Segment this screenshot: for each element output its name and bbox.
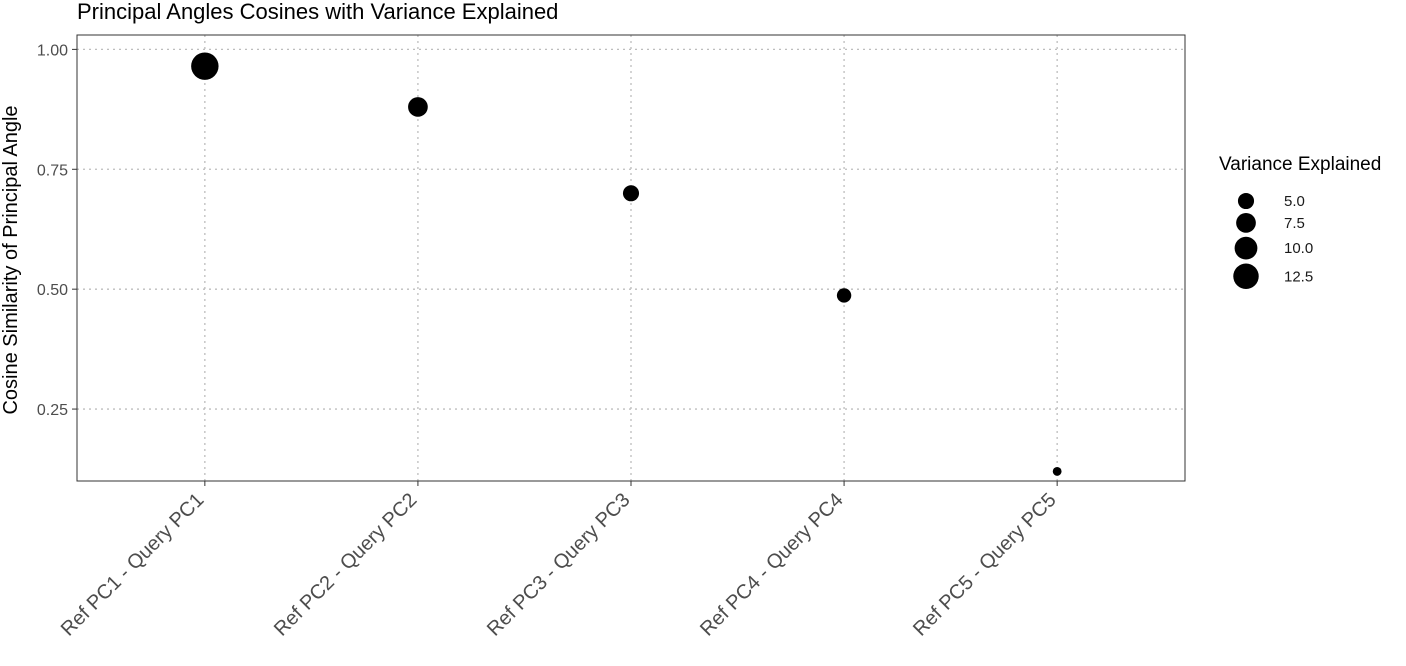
x-tick-label: Ref PC5 - Query PC5: [909, 489, 1061, 641]
data-point: [408, 97, 428, 117]
legend-label: 12.5: [1284, 268, 1313, 285]
x-tick-label: Ref PC3 - Query PC3: [483, 489, 635, 641]
y-tick-label: 0.75: [37, 162, 68, 179]
data-point: [191, 52, 219, 80]
legend-key: [1236, 213, 1256, 233]
x-tick-label: Ref PC4 - Query PC4: [696, 489, 848, 641]
grid: [77, 35, 1185, 481]
x-axis: Ref PC1 - Query PC1 Ref PC2 - Query PC2 Re…: [57, 481, 1061, 641]
chart-title: Principal Angles Cosines with Variance E…: [77, 0, 558, 24]
y-axis: 0.25 0.50 0.75 1.00: [37, 42, 77, 419]
legend-label: 10.0: [1284, 240, 1313, 257]
y-axis-label: Cosine Similarity of Principal Angle: [0, 105, 22, 414]
legend-label: 7.5: [1284, 215, 1305, 232]
legend: Variance Explained 5.0 7.5 10.0 12.5: [1219, 154, 1381, 289]
legend-key: [1234, 236, 1258, 260]
data-point: [1052, 466, 1062, 476]
y-tick-label: 0.50: [37, 282, 68, 299]
legend-key: [1233, 263, 1259, 289]
data-point: [622, 185, 640, 202]
legend-title: Variance Explained: [1219, 154, 1381, 175]
y-tick-label: 1.00: [37, 42, 68, 59]
y-tick-label: 0.25: [37, 402, 68, 419]
x-tick-label: Ref PC1 - Query PC1: [57, 489, 209, 641]
legend-key: [1237, 192, 1255, 210]
data-point: [836, 288, 852, 303]
x-tick-label: Ref PC2 - Query PC2: [270, 489, 422, 641]
data-points: [191, 52, 1062, 476]
legend-label: 5.0: [1284, 193, 1305, 210]
